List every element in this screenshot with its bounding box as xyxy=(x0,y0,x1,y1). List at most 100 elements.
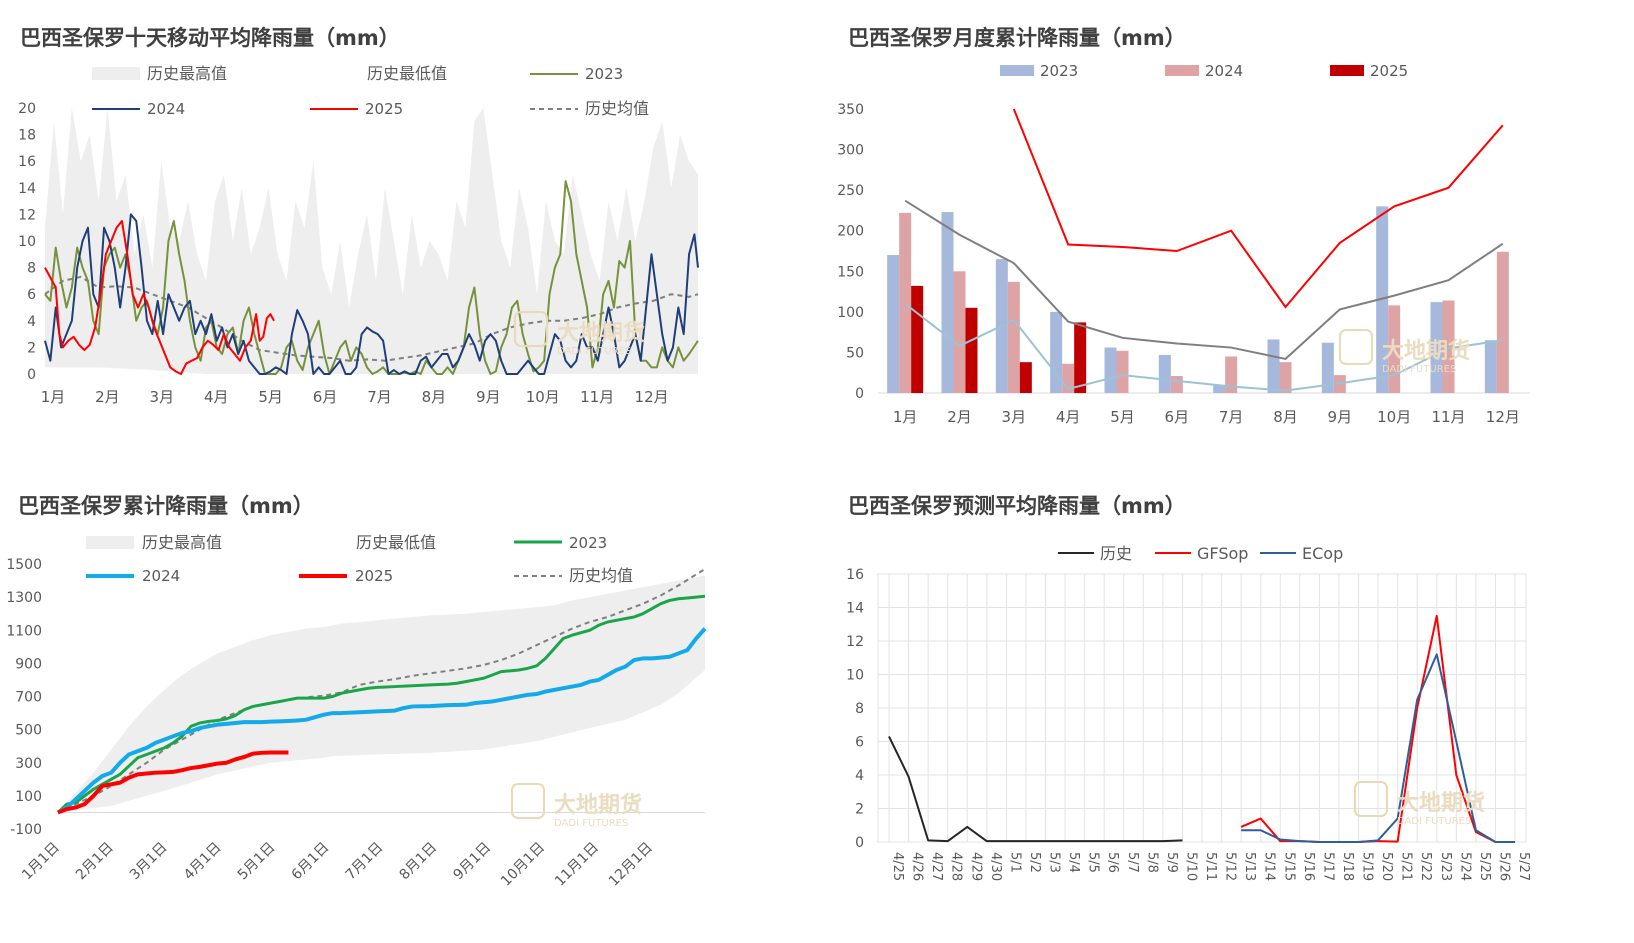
x-tick-label: 5/24 xyxy=(1457,852,1472,881)
watermark-logo xyxy=(1339,329,1373,365)
x-tick-label: 7月 xyxy=(1219,408,1244,426)
x-tick-label: 7月1日 xyxy=(343,840,387,884)
y-tick-label: 900 xyxy=(15,656,42,672)
x-tick-label: 8月 xyxy=(1273,408,1298,426)
y-tick-label: 50 xyxy=(846,345,864,361)
x-tick-label: 5/10 xyxy=(1183,852,1198,881)
bar-2025 xyxy=(965,307,978,393)
x-tick-label: 9月 xyxy=(1328,408,1353,426)
chart-cumulative: -100 100 300 500 700 900 1100 1300 1500 1月1日 2月1日 3… xyxy=(6,533,707,890)
watermark-text: 大地期货 xyxy=(557,320,645,346)
y-tick-label: 500 xyxy=(15,723,42,739)
x-tick-label: 10月 xyxy=(526,388,560,406)
y-tick-label: 10 xyxy=(18,234,36,250)
watermark-text: 大地期货 xyxy=(1397,790,1485,816)
x-tick-label: 5/6 xyxy=(1105,852,1120,873)
x-tick-label: 5/20 xyxy=(1379,852,1394,881)
line-min xyxy=(904,302,1503,392)
x-tick-label: 4/28 xyxy=(949,852,964,881)
legend-label-ECop: ECop xyxy=(1302,544,1343,563)
chart-title: 巴西圣保罗十天移动平均降雨量（mm） xyxy=(20,26,400,50)
x-tick-label: 1月 xyxy=(41,388,66,406)
y-tick-label: 0 xyxy=(27,367,36,383)
y-tick-label: 1500 xyxy=(6,557,42,573)
x-tick-label: 5月 xyxy=(1110,408,1135,426)
x-tick-label: 5/27 xyxy=(1516,852,1531,881)
legend-avg-label: 历史均值 xyxy=(569,566,633,585)
x-tick-label: 5/1 xyxy=(1007,852,1022,873)
legend-max-swatch xyxy=(86,536,134,549)
y-tick-label: 6 xyxy=(27,287,36,303)
x-tick-label: 4月 xyxy=(1056,408,1081,426)
bar-2023 xyxy=(1267,339,1280,393)
x-tick-label: 12月 xyxy=(635,388,669,406)
panel-10day-rainfall: 巴西圣保罗十天移动平均降雨量（mm） 0 2 4 6 8 10 12 14 16 18 20 1月 2月… xyxy=(0,0,800,470)
x-tick-label: 5/4 xyxy=(1066,852,1081,873)
legend-label-2023: 2023 xyxy=(1040,62,1078,80)
x-tick-label: 4月1日 xyxy=(181,840,225,884)
bar-2025 xyxy=(1074,322,1087,393)
legend-avg-label: 历史均值 xyxy=(585,99,649,118)
bar-2023 xyxy=(1321,342,1334,393)
x-tick-label: 2月 xyxy=(95,388,120,406)
series-2024-line xyxy=(57,627,707,815)
x-tick-label: 12月 xyxy=(1486,408,1520,426)
y-tick-label: 350 xyxy=(837,102,864,118)
x-tick-label: 5/3 xyxy=(1047,852,1062,873)
y-tick-label: 14 xyxy=(846,601,864,617)
series-2024-line xyxy=(44,213,699,375)
line-avg xyxy=(904,199,1504,361)
x-tick-label: 10月1日 xyxy=(498,840,548,890)
legend-min-label: 历史最低值 xyxy=(367,64,447,83)
x-tick-label: 3月 xyxy=(150,388,175,406)
y-tick-label: 250 xyxy=(837,183,864,199)
y-tick-label: 2 xyxy=(27,340,36,356)
y-tick-label: 200 xyxy=(837,224,864,240)
y-tick-label: 8 xyxy=(855,701,864,717)
x-tick-label: 10月 xyxy=(1377,408,1411,426)
x-tick-label: 4/29 xyxy=(968,852,983,881)
x-tick-label: 1月 xyxy=(893,408,918,426)
x-tick-label: 5/23 xyxy=(1438,852,1453,881)
watermark-subtext: DADI FUTURES xyxy=(554,818,628,829)
x-tick-label: 5/12 xyxy=(1223,852,1238,881)
bar-2023 xyxy=(941,212,954,393)
x-tick-label: 5/26 xyxy=(1496,852,1511,881)
y-tick-label: 14 xyxy=(18,181,36,197)
y-tick-label: 150 xyxy=(837,264,864,280)
x-tick-label: 5/21 xyxy=(1399,852,1414,881)
legend-2024-label: 2024 xyxy=(142,567,180,585)
y-tick-label: 2 xyxy=(855,802,864,818)
legend-2025-label: 2025 xyxy=(355,567,393,585)
y-tick-label: 700 xyxy=(15,690,42,706)
watermark-subtext: DADI FUTURES xyxy=(557,346,631,357)
bar-2025 xyxy=(911,285,924,393)
bar-2023 xyxy=(1050,311,1063,393)
bar-2023 xyxy=(1430,302,1443,393)
legend-2023-label: 2023 xyxy=(569,534,607,552)
bar-2023 xyxy=(1213,384,1226,393)
chart-title: 巴西圣保罗预测平均降雨量（mm） xyxy=(848,494,1186,518)
y-tick-label: 16 xyxy=(18,154,36,170)
x-tick-label: 5/17 xyxy=(1320,852,1335,881)
y-tick-label: 1100 xyxy=(6,623,42,639)
watermark-logo xyxy=(514,311,548,347)
watermark-subtext: DADI FUTURES xyxy=(1397,816,1471,827)
historical-range-band xyxy=(58,575,705,813)
x-tick-label: 1月1日 xyxy=(19,840,63,884)
bar-2023 xyxy=(1484,340,1497,393)
avg-series-line xyxy=(44,275,699,362)
series-历史-line xyxy=(888,736,1183,843)
x-tick-label: 2月 xyxy=(947,408,972,426)
x-tick-label: 5/11 xyxy=(1203,852,1218,881)
series-2025-line xyxy=(57,750,289,815)
legend-label-GFSop: GFSop xyxy=(1197,544,1248,563)
x-tick-label: 9月1日 xyxy=(450,840,494,884)
panel-cumulative-rainfall: 巴西圣保罗累计降雨量（mm） -100 100 300 500 700 900 1100 13… xyxy=(0,470,800,943)
x-tick-label: 6月1日 xyxy=(289,840,333,884)
bar-2023 xyxy=(887,255,900,393)
y-tick-label: 18 xyxy=(18,128,36,144)
x-tick-label: 11月1日 xyxy=(552,840,602,890)
watermark-logo xyxy=(511,783,545,819)
chart-monthly-bars: 0 50 100 150 200 250 300 350 1月 2月 3月 4月 5月 6月 7月 8月 9月 1… xyxy=(837,62,1530,426)
